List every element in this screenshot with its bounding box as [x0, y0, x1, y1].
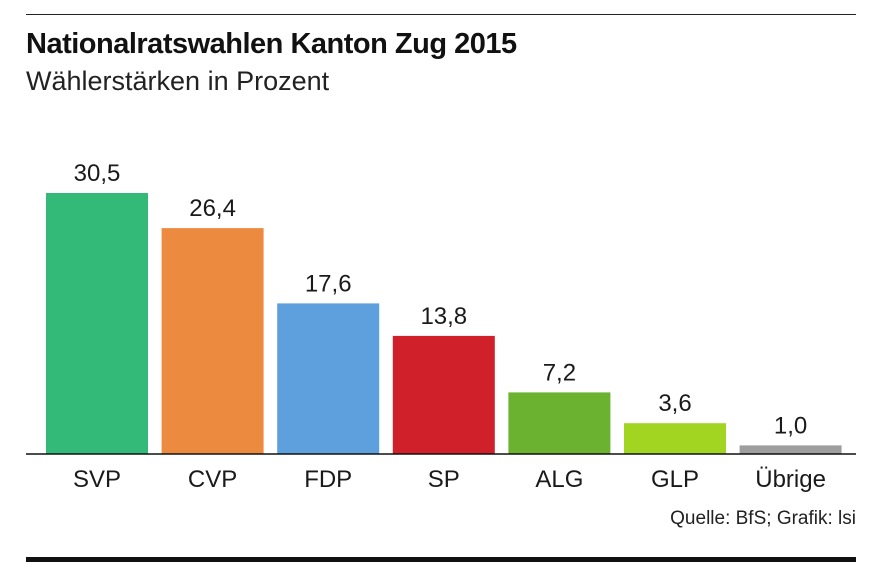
chart-title: Nationalratswahlen Kanton Zug 2015: [26, 28, 517, 60]
category-label-uebrige: Übrige: [755, 466, 826, 493]
value-label-cvp: 26,4: [189, 195, 236, 222]
bar-fdp: [277, 303, 380, 454]
category-label-glp: GLP: [651, 466, 699, 493]
category-label-sp: SP: [428, 466, 460, 493]
value-label-sp: 13,8: [420, 303, 467, 330]
top-rule: [26, 14, 856, 15]
value-label-glp: 3,6: [658, 390, 691, 417]
bar-glp: [624, 423, 726, 454]
category-label-svp: SVP: [73, 466, 121, 493]
value-labels-group: 30,5 26,4 17,6 13,8 7,2 3,6 1,0: [74, 160, 808, 439]
value-label-svp: 30,5: [74, 160, 121, 187]
bar-sp: [392, 335, 495, 454]
category-labels-group: SVP CVP FDP SP ALG GLP Übrige: [73, 466, 826, 493]
category-label-cvp: CVP: [188, 466, 237, 493]
source-note: Quelle: BfS; Grafik: lsi: [670, 508, 856, 529]
chart-subtitle: Wählerstärken in Prozent: [26, 66, 330, 96]
category-label-fdp: FDP: [304, 466, 352, 493]
value-label-uebrige: 1,0: [774, 412, 807, 439]
bar-svp: [46, 193, 148, 454]
value-label-fdp: 17,6: [305, 270, 352, 297]
category-label-alg: ALG: [535, 466, 583, 493]
bottom-rule: [26, 557, 856, 562]
bar-uebrige: [739, 445, 842, 454]
bar-alg: [508, 392, 611, 454]
bar-cvp: [161, 228, 264, 454]
value-label-alg: 7,2: [543, 359, 576, 386]
bars-group: [46, 193, 842, 454]
